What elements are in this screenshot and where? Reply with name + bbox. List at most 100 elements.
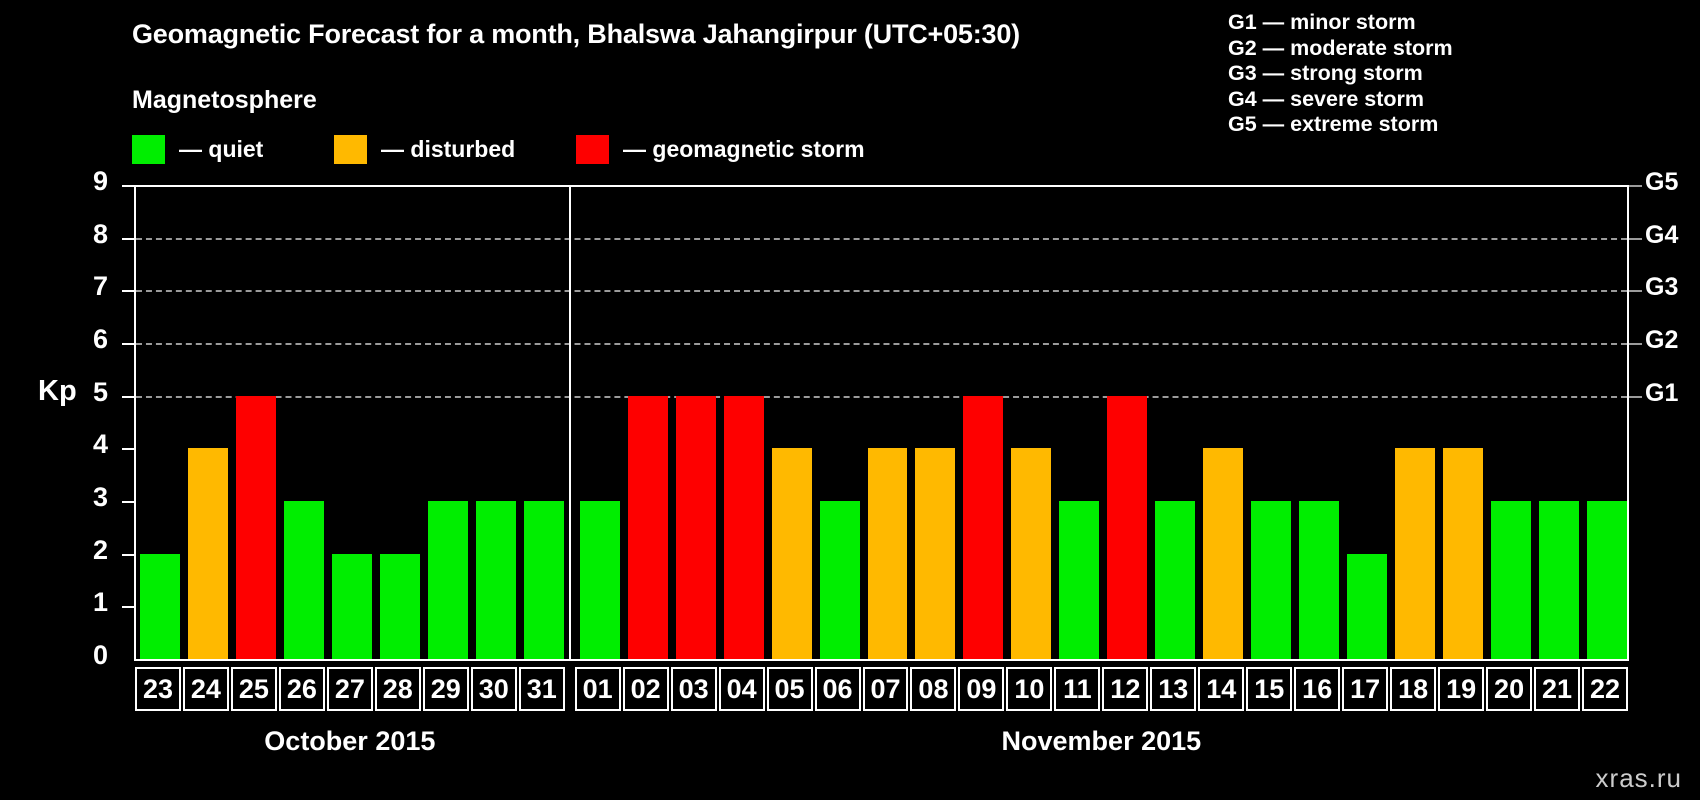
day-label-18: 18 — [1390, 667, 1437, 711]
day-label-22: 22 — [1582, 667, 1628, 711]
bar-27 — [331, 553, 372, 659]
bar-25 — [235, 395, 276, 659]
storm-scale-line: G3 — strong storm — [1228, 61, 1423, 86]
bar-16 — [1299, 501, 1340, 659]
y-axis-tick-label: 9 — [92, 166, 108, 196]
bar-18 — [1395, 448, 1436, 659]
bar-12 — [1107, 395, 1148, 659]
gridline — [136, 343, 1627, 345]
gridline — [136, 237, 1627, 240]
bar-24 — [187, 448, 228, 659]
bar-22 — [1587, 501, 1627, 659]
day-label-30: 30 — [470, 667, 517, 711]
day-label-08: 08 — [910, 667, 957, 711]
bar-29 — [427, 501, 468, 659]
gridline — [136, 395, 1627, 398]
legend-item-disturbed: — disturbed — [334, 134, 515, 164]
y-axis-tick-mark — [122, 343, 134, 345]
y-axis-tick-mark — [122, 395, 134, 398]
x-axis-baseline — [134, 659, 1629, 661]
y-axis-tick-mark — [122, 290, 134, 293]
y-axis-tick-mark — [122, 553, 134, 556]
day-label-24: 24 — [182, 667, 229, 711]
month-label: November 2015 — [1001, 726, 1202, 756]
day-label-10: 10 — [1006, 667, 1053, 711]
legend-swatch-disturbed-icon — [334, 134, 367, 164]
storm-scale-legend: G1 — minor storm G2 — moderate storm G3 … — [1228, 10, 1453, 138]
bar-19 — [1443, 448, 1484, 659]
legend-label: — quiet — [179, 135, 264, 162]
bar-14 — [1203, 448, 1244, 659]
page-title: Geomagnetic Forecast for a month, Bhalsw… — [132, 19, 1020, 49]
plot-inner — [136, 187, 1627, 659]
g-axis-tick-mark — [1629, 237, 1642, 240]
y-axis-tick-label: 3 — [92, 482, 108, 512]
day-label-19: 19 — [1438, 667, 1485, 711]
bar-05 — [771, 448, 812, 659]
y-axis-tick-label: 6 — [92, 324, 108, 354]
bar-06 — [819, 501, 860, 659]
bar-20 — [1491, 501, 1532, 659]
y-axis-tick-label: 0 — [92, 640, 108, 670]
bar-09 — [963, 395, 1004, 659]
day-label-27: 27 — [326, 667, 373, 711]
storm-scale-line: G4 — severe storm — [1228, 86, 1424, 111]
y-axis-tick-label: 5 — [92, 376, 108, 407]
day-label-28: 28 — [374, 667, 421, 711]
legend-item-quiet: — quiet — [132, 134, 263, 164]
day-label-14: 14 — [1198, 667, 1245, 711]
bar-15 — [1251, 501, 1292, 659]
bar-13 — [1155, 501, 1196, 659]
bar-28 — [379, 553, 420, 659]
day-label-26: 26 — [278, 667, 325, 711]
day-label-09: 09 — [958, 667, 1005, 711]
g-axis-tick-label: G4 — [1645, 220, 1679, 249]
day-label-13: 13 — [1150, 667, 1197, 711]
day-label-17: 17 — [1342, 667, 1389, 711]
day-label-12: 12 — [1102, 667, 1149, 711]
bar-08 — [915, 448, 956, 659]
g-axis-tick-mark — [1629, 343, 1642, 345]
g-axis-tick-label: G2 — [1645, 326, 1679, 354]
y-axis-tick-mark — [122, 448, 134, 451]
y-axis-tick-label: 8 — [92, 218, 108, 249]
bar-11 — [1059, 501, 1100, 659]
watermark: xras.ru — [1595, 763, 1682, 793]
bar-21 — [1539, 501, 1580, 659]
magnetosphere-label: Magnetosphere — [132, 86, 317, 114]
day-label-20: 20 — [1486, 667, 1533, 711]
month-divider — [568, 187, 571, 659]
y-axis-tick-label: 7 — [92, 271, 108, 302]
bar-02 — [627, 395, 668, 659]
storm-scale-line: G2 — moderate storm — [1228, 35, 1453, 60]
legend-swatch-quiet-icon — [132, 134, 165, 164]
legend-label: — disturbed — [381, 135, 516, 162]
bar-10 — [1011, 448, 1052, 659]
y-axis-title: Kp — [38, 375, 77, 407]
g-axis-tick-label: G3 — [1645, 273, 1679, 302]
day-label-07: 07 — [862, 667, 909, 711]
y-axis-tick-mark — [122, 185, 134, 187]
g-axis-tick-label: G1 — [1645, 378, 1679, 407]
y-axis-tick-mark — [122, 501, 134, 503]
day-label-11: 11 — [1054, 667, 1101, 711]
g-axis-tick-label: G5 — [1645, 168, 1679, 196]
y-axis-tick-label: 2 — [92, 534, 108, 565]
gridline — [136, 290, 1627, 293]
g-axis-tick-mark — [1629, 395, 1642, 398]
legend-item-storm: — geomagnetic storm — [576, 134, 865, 164]
y-axis-tick-mark — [122, 606, 134, 609]
bar-01 — [579, 501, 620, 659]
day-label-04: 04 — [718, 667, 765, 711]
y-axis-tick-mark — [122, 237, 134, 240]
day-label-03: 03 — [670, 667, 717, 711]
day-label-23: 23 — [135, 667, 181, 711]
bar-07 — [867, 448, 908, 659]
g-axis-tick-mark — [1629, 185, 1642, 187]
day-label-05: 05 — [766, 667, 813, 711]
day-label-06: 06 — [814, 667, 861, 711]
day-label-25: 25 — [230, 667, 277, 711]
plot-area — [134, 185, 1629, 659]
day-label-16: 16 — [1294, 667, 1341, 711]
